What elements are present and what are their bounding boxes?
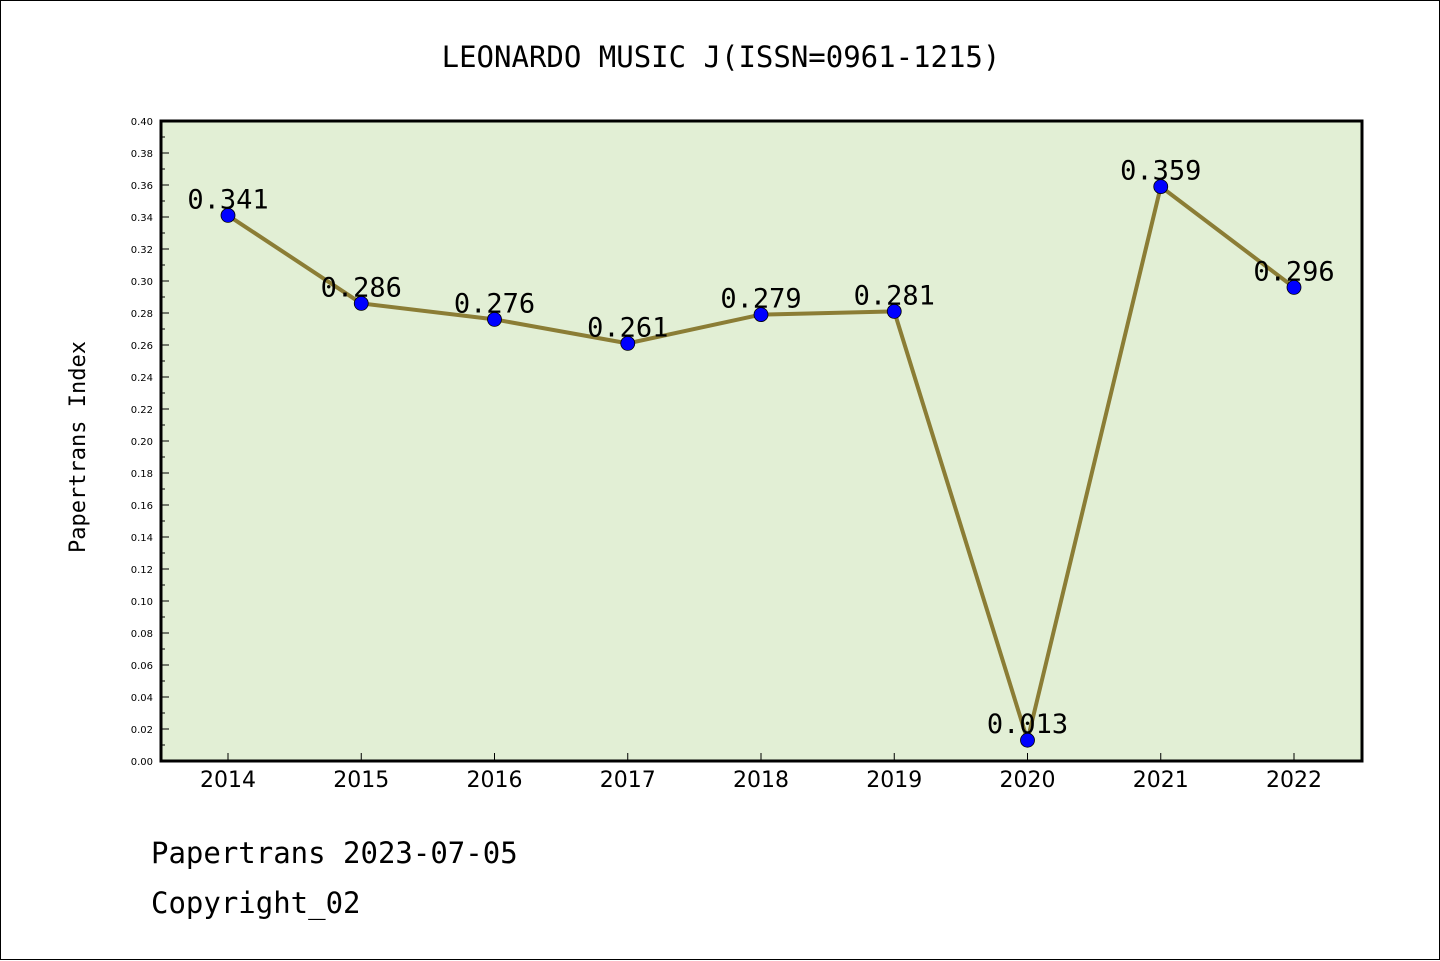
- x-tick-label: 2019: [866, 768, 922, 793]
- x-axis-ticks: 2014 2015 2016 2017 2018 2019 2020 2021 2022: [200, 753, 1322, 793]
- y-tick-label: 0.40: [131, 117, 153, 128]
- footer-source: Papertrans 2023-07-05: [151, 836, 518, 870]
- plot-area: [159, 119, 1364, 763]
- chart-title: LEONARDO MUSIC J(ISSN=0961-1215): [442, 40, 1001, 74]
- y-tick-label: 0.22: [131, 405, 153, 416]
- y-tick-label: 0.28: [131, 309, 153, 320]
- y-tick-label: 0.26: [131, 341, 153, 352]
- y-tick-label: 0.02: [131, 725, 153, 736]
- data-label: 0.281: [854, 280, 935, 311]
- y-tick-label: 0.36: [131, 181, 153, 192]
- y-tick-label: 0.10: [131, 597, 153, 608]
- x-tick-label: 2017: [600, 768, 656, 793]
- footer-copyright: Copyright_02: [151, 886, 361, 920]
- y-tick-label: 0.06: [131, 661, 153, 672]
- data-label: 0.276: [454, 288, 535, 319]
- y-tick-label: 0.20: [131, 437, 153, 448]
- y-axis-ticks: 0.00 0.02 0.04 0.06 0.08 0.10 0.12 0.14 0.16 0.18…: [131, 117, 169, 768]
- x-tick-label: 2015: [333, 768, 389, 793]
- y-tick-label: 0.34: [131, 213, 153, 224]
- y-tick-label: 0.32: [131, 245, 153, 256]
- data-label: 0.286: [321, 272, 402, 303]
- y-tick-label: 0.14: [131, 533, 153, 544]
- x-tick-label: 2020: [1000, 768, 1056, 793]
- data-point: [1286, 279, 1302, 295]
- data-label: 0.261: [587, 312, 668, 343]
- x-tick-label: 2022: [1266, 768, 1322, 793]
- y-tick-label: 0.16: [131, 501, 153, 512]
- data-point: [886, 303, 902, 319]
- data-point: [487, 311, 502, 327]
- data-point: [1020, 732, 1035, 748]
- y-tick-label: 0.38: [131, 149, 153, 160]
- data-label: 0.296: [1253, 256, 1334, 287]
- y-tick-label: 0.00: [131, 757, 153, 768]
- data-label: 0.359: [1120, 156, 1201, 187]
- y-tick-label: 0.12: [131, 565, 153, 576]
- data-point: [1153, 179, 1169, 195]
- y-tick-label: 0.24: [131, 373, 153, 384]
- y-tick-label: 0.08: [131, 629, 153, 640]
- data-label: 0.279: [720, 284, 801, 315]
- data-point: [753, 307, 769, 323]
- y-tick-label: 0.30: [131, 277, 153, 288]
- data-label: 0.013: [987, 709, 1068, 740]
- data-point: [620, 335, 636, 351]
- data-point: [353, 295, 369, 311]
- y-axis-label: Papertrans Index: [66, 341, 91, 553]
- x-tick-label: 2018: [733, 768, 789, 793]
- series-markers: [220, 179, 1302, 748]
- data-labels: 0.341 0.286 0.276 0.261 0.279 0.281 0.013 0.359…: [187, 156, 1334, 741]
- data-label: 0.341: [187, 184, 268, 215]
- x-tick-label: 2021: [1133, 768, 1189, 793]
- x-tick-label: 2014: [200, 768, 256, 793]
- y-tick-label: 0.04: [131, 693, 153, 704]
- y-tick-label: 0.18: [131, 469, 153, 480]
- x-tick-label: 2016: [467, 768, 523, 793]
- data-point: [220, 207, 236, 223]
